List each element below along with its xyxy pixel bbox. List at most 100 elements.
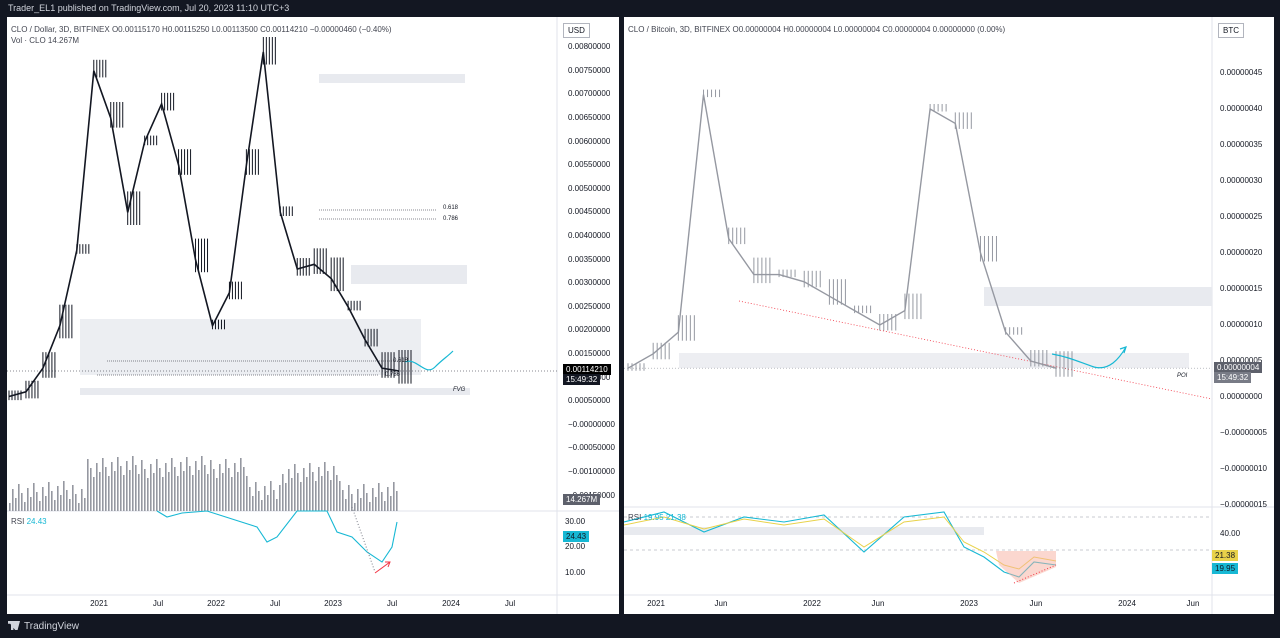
fib-786-label: 0.786 xyxy=(443,216,459,222)
volume-bar xyxy=(237,472,239,511)
volume-bar xyxy=(192,475,194,511)
volume-bar xyxy=(384,501,386,511)
volume-bar xyxy=(249,487,251,511)
volume-bar xyxy=(267,495,269,511)
price-tick: −0.00000010 xyxy=(1220,464,1267,473)
supply-zone-mid xyxy=(351,265,467,284)
rsi-tick-40: 40.00 xyxy=(1220,529,1241,538)
price-tick: 0.00600000 xyxy=(568,136,611,146)
volume-bar xyxy=(93,477,95,511)
tradingview-logo-icon xyxy=(8,621,20,630)
tradingview-logo: TradingView xyxy=(8,616,79,638)
rsi-badge-cyan: 19.95 xyxy=(1212,563,1239,574)
volume-value: 14.267M xyxy=(47,36,80,45)
volume-bar xyxy=(81,489,83,511)
volume-bar xyxy=(390,496,392,511)
volume-bar xyxy=(183,471,185,511)
volume-bar xyxy=(342,490,344,511)
usd-chart-svg[interactable] xyxy=(7,17,619,614)
volume-bar xyxy=(138,474,140,511)
volume-legend: Vol · CLO 14.267M xyxy=(11,36,79,45)
date-tick: 2023 xyxy=(960,599,978,608)
poi-label: POI xyxy=(1177,373,1188,379)
volume-bar xyxy=(396,491,398,511)
tradingview-logo-text: TradingView xyxy=(24,621,80,632)
price-tick: 0.00800000 xyxy=(568,42,611,52)
price-tick: 0.00000040 xyxy=(1220,104,1263,113)
volume-bar xyxy=(63,481,65,511)
volume-bar xyxy=(45,496,47,511)
volume-bar xyxy=(105,467,107,511)
countdown-label: 15:49:32 xyxy=(1214,372,1252,383)
volume-bar xyxy=(54,500,56,511)
volume-bar xyxy=(111,462,113,511)
price-tick: −0.00100000 xyxy=(568,467,615,476)
volume-bar xyxy=(285,483,287,511)
volume-bar xyxy=(168,472,170,511)
price-unit-button[interactable]: USD xyxy=(563,23,590,38)
volume-bar xyxy=(318,467,320,511)
supply-zone-top xyxy=(319,74,465,83)
volume-bar xyxy=(282,474,284,511)
volume-bar xyxy=(231,477,233,511)
volume-bar xyxy=(381,492,383,511)
volume-bar xyxy=(243,467,245,511)
volume-bar xyxy=(294,464,296,511)
volume-bar xyxy=(27,488,29,511)
volume-bar xyxy=(90,468,92,511)
publish-bar: Trader_EL1 published on TradingView.com,… xyxy=(0,0,1280,16)
price-tick: 0.00000005 xyxy=(1220,356,1263,365)
projection-arrowhead xyxy=(1119,346,1127,354)
supply-zone xyxy=(984,287,1212,306)
volume-bar xyxy=(156,459,158,511)
volume-bar xyxy=(21,493,23,511)
volume-bar xyxy=(219,464,221,511)
volume-bar xyxy=(96,463,98,511)
volume-bar xyxy=(291,478,293,511)
ohlc-readout: O0.00115170 H0.00115250 L0.00113500 C0.0… xyxy=(111,25,392,34)
volume-bar xyxy=(324,462,326,511)
volume-bar xyxy=(276,499,278,511)
price-tick: −0.00000005 xyxy=(1220,428,1267,437)
rsi-oversold-fill xyxy=(996,551,1056,583)
volume-bar xyxy=(270,481,272,511)
rsi-trend-dotted xyxy=(351,506,376,573)
volume-bar xyxy=(39,501,41,511)
rsi-values: 19.95 21.38 xyxy=(643,513,686,522)
date-tick: Jun xyxy=(1029,599,1043,608)
volume-bar xyxy=(213,469,215,511)
price-tick: 0.00150000 xyxy=(568,349,611,358)
volume-bar xyxy=(114,471,116,511)
price-unit-button[interactable]: BTC xyxy=(1218,23,1244,38)
rsi-label: RSI xyxy=(11,517,25,526)
volume-bar xyxy=(84,498,86,511)
volume-bar xyxy=(9,503,11,511)
current-price-label: 0.00000004 xyxy=(1214,362,1263,373)
volume-bar xyxy=(12,489,14,511)
rsi-value: 24.43 xyxy=(26,517,47,526)
rsi-legend: RSI 19.95 21.38 xyxy=(628,513,686,522)
volume-bar xyxy=(315,481,317,511)
price-tick: −0.00000015 xyxy=(1220,500,1267,509)
publish-line: Trader_EL1 published on TradingView.com,… xyxy=(8,3,290,13)
volume-bar xyxy=(33,483,35,511)
volume-bar xyxy=(288,469,290,511)
price-tick: 0.00000045 xyxy=(1220,68,1263,77)
rsi-legend: RSI 24.43 xyxy=(11,517,47,526)
volume-bar xyxy=(228,468,230,511)
divergence-arrow xyxy=(374,561,391,574)
volume-bar xyxy=(102,458,104,511)
date-tick: Jun xyxy=(714,599,728,608)
btc-chart-svg[interactable] xyxy=(624,17,1274,614)
volume-bar xyxy=(141,460,143,511)
fib-low-786-label: 0.786 xyxy=(385,372,401,378)
usd-chart-panel[interactable]: CLO / Dollar, 3D, BITFINEX O0.00115170 H… xyxy=(7,17,619,614)
btc-chart-panel[interactable]: CLO / Bitcoin, 3D, BITFINEX O0.00000004 … xyxy=(624,17,1274,614)
volume-bar xyxy=(201,456,203,511)
rsi-label: RSI xyxy=(628,513,642,522)
volume-bar xyxy=(69,499,71,511)
volume-bar xyxy=(123,475,125,511)
volume-bar xyxy=(375,497,377,511)
volume-bar xyxy=(99,472,101,511)
volume-bar xyxy=(162,477,164,511)
